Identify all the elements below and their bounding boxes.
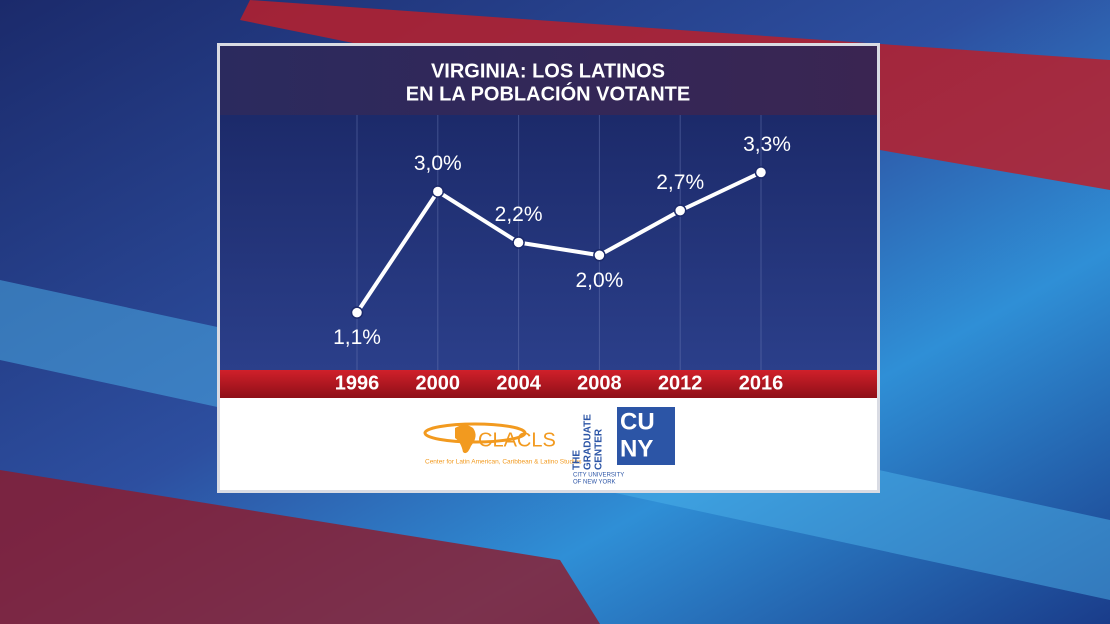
logo-text: THE [572, 450, 583, 470]
data-point [593, 249, 606, 262]
footer [220, 398, 877, 490]
cuny-logo: CU NY [617, 407, 675, 465]
axis-band [220, 370, 877, 398]
x-tick-label: 2008 [577, 372, 622, 394]
data-point [431, 185, 445, 198]
data-point [512, 236, 525, 249]
logo-text: CLACLS [478, 429, 556, 451]
logo-text: CU [620, 408, 655, 435]
x-tick-label: 2016 [739, 372, 784, 394]
chart-title: VIRGINIA: LOS LATINOS [431, 60, 665, 82]
logo-map [455, 425, 476, 454]
plot: 1996 2000 2004 2008 2012 2016 1,1% 3,0% 2,2% 2,0%… [333, 115, 791, 394]
logo-swoosh [423, 422, 527, 444]
data-point [673, 204, 687, 217]
plot-area [220, 115, 877, 370]
logo-text: NY [620, 435, 653, 462]
logo-box [617, 407, 675, 465]
data-label: 1,1% [333, 326, 381, 349]
graduate-center-logo: THE GRADUATE CENTER CITY UNIVERSITY OF N… [572, 414, 625, 486]
logo-text: CENTER [594, 428, 605, 470]
logo-text: GRADUATE [583, 414, 594, 470]
x-tick-label: 2004 [496, 372, 541, 394]
x-tick-label: 1996 [335, 372, 380, 394]
data-point [754, 166, 768, 179]
clacls-logo: CLACLS Center for Latin American, Caribb… [423, 422, 582, 466]
title-band [220, 46, 877, 115]
x-tick-label: 2012 [658, 372, 703, 394]
logo-subtext: Center for Latin American, Caribbean & L… [425, 459, 582, 466]
data-label: 3,3% [743, 133, 791, 156]
data-label: 2,2% [495, 203, 543, 226]
data-label: 2,7% [656, 171, 704, 194]
logo-subtext: CITY UNIVERSITY [573, 473, 624, 479]
data-label: 3,0% [414, 152, 462, 175]
bg-stripe [0, 470, 600, 624]
chart-title: EN LA POBLACIÓN VOTANTE [406, 81, 690, 105]
data-label: 2,0% [575, 269, 623, 292]
data-line [355, 170, 762, 314]
data-point [350, 306, 364, 319]
logo-subtext: OF NEW YORK [573, 480, 616, 486]
x-tick-label: 2000 [416, 372, 461, 394]
